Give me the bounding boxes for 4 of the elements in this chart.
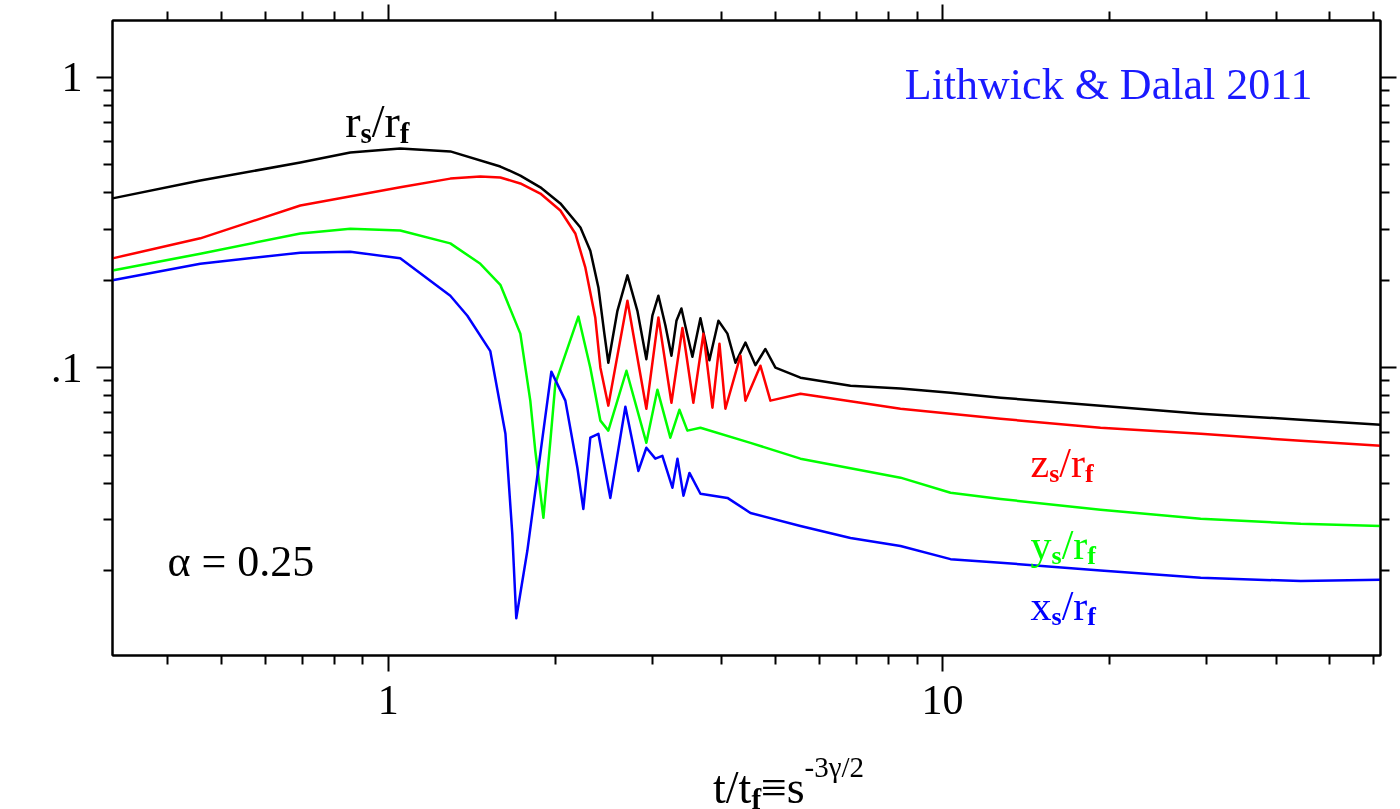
annotation: Lithwick & Dalal 2011: [904, 59, 1313, 109]
x-tick-label: 10: [921, 676, 964, 723]
y-tick-label: .1: [51, 344, 83, 391]
annotation: α = 0.25: [167, 536, 315, 586]
